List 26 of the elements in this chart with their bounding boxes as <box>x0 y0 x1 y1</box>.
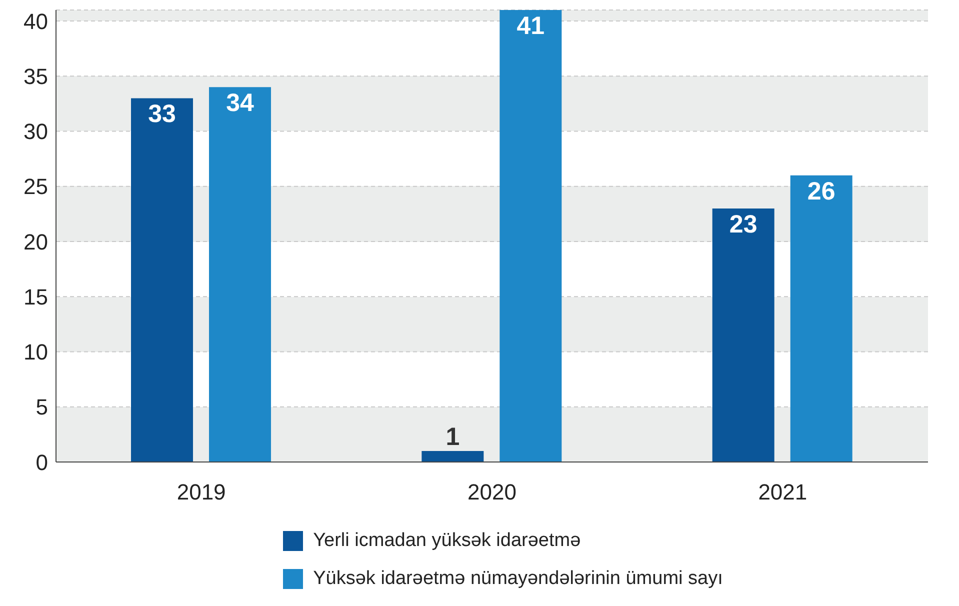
y-tick-label: 0 <box>36 450 48 475</box>
data-label: 34 <box>226 89 254 118</box>
data-label: 1 <box>446 422 460 451</box>
legend-label: Yerli icmadan yüksək idarəetmə <box>313 530 581 551</box>
y-tick-label: 25 <box>24 174 48 200</box>
x-tick-label: 2021 <box>758 480 808 505</box>
y-tick-label: 15 <box>24 284 48 310</box>
bar <box>790 175 852 462</box>
bar <box>500 10 562 462</box>
x-tick-label: 2019 <box>176 480 226 505</box>
y-tick-label: 30 <box>24 119 48 144</box>
y-tick-label: 35 <box>24 64 48 89</box>
legend-label: Yüksək idarəetmə nümayəndələrinin ümumi sayı <box>313 568 723 589</box>
data-label: 33 <box>148 100 176 128</box>
data-label: 41 <box>516 12 545 40</box>
data-label: 23 <box>729 210 758 238</box>
bar <box>712 208 774 462</box>
y-tick-label: 5 <box>36 394 48 420</box>
bar <box>422 450 484 462</box>
y-tick-label: 20 <box>24 229 48 254</box>
bar <box>209 87 271 462</box>
y-tick-label: 10 <box>24 340 48 365</box>
y-tick-label: 40 <box>24 8 48 34</box>
bar <box>131 98 193 462</box>
x-tick-label: 2020 <box>468 480 516 505</box>
data-label: 26 <box>807 177 836 206</box>
